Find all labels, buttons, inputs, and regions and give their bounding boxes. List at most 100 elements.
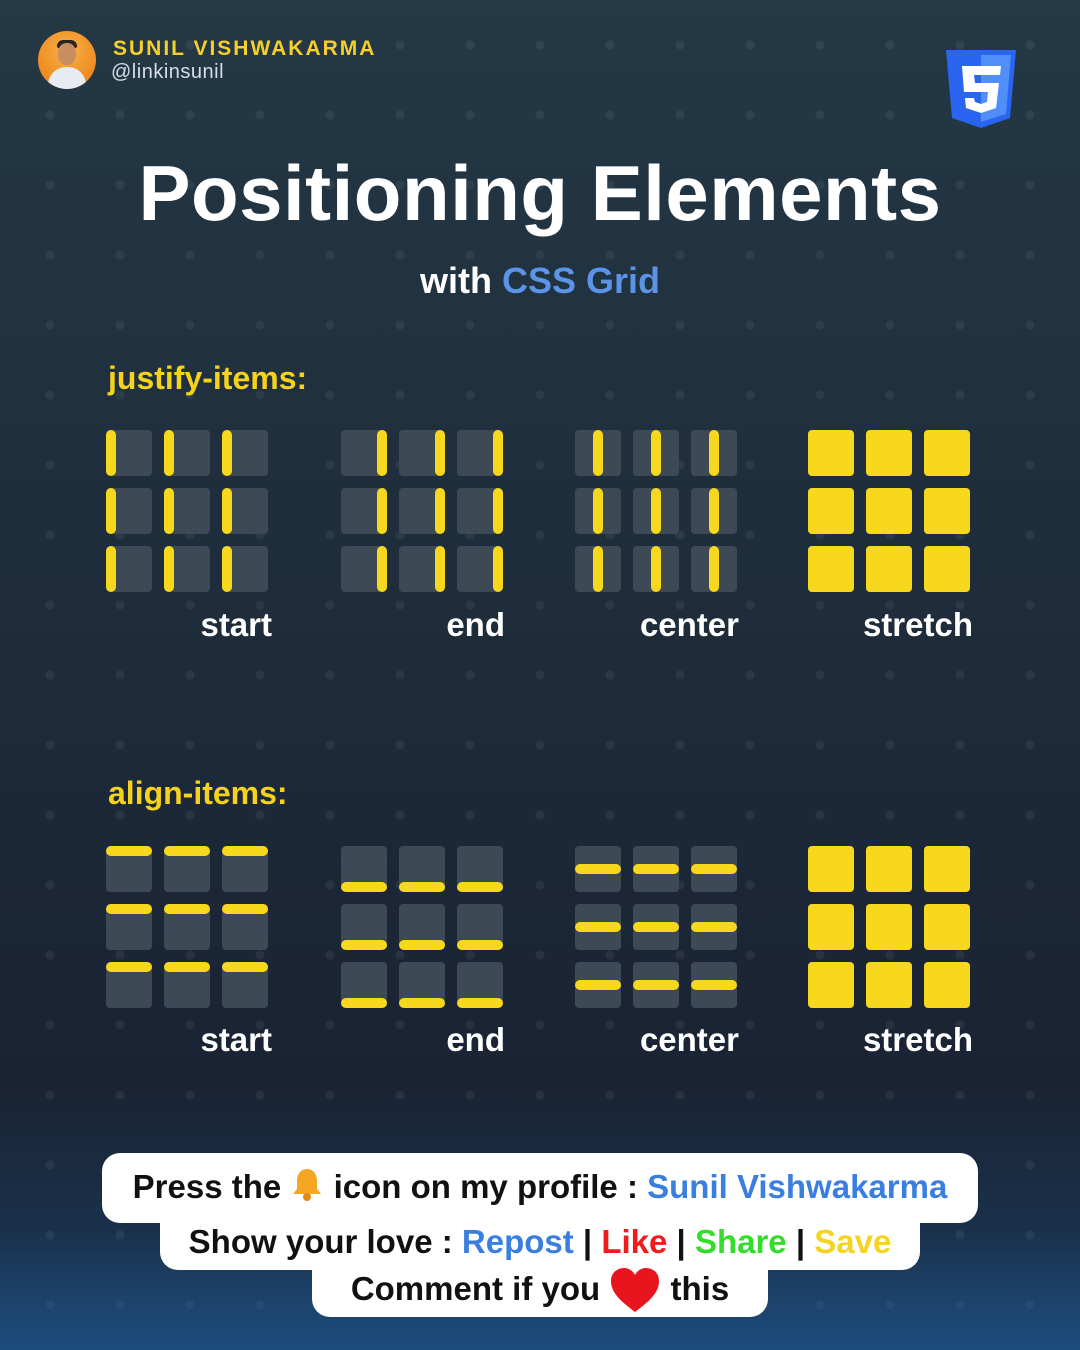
grid-item-marker — [341, 882, 387, 892]
grid-item-marker — [457, 882, 503, 892]
grid-item-marker — [164, 430, 174, 476]
grid-item-marker — [435, 546, 445, 592]
grid-item-marker — [575, 980, 621, 990]
justify-items-center-demo — [575, 430, 741, 596]
grid-cell — [866, 904, 912, 950]
grid-cell — [808, 430, 854, 476]
grid-item-marker — [341, 940, 387, 950]
callout-love-text: Show your love : — [188, 1223, 453, 1260]
subtitle-accent: CSS Grid — [501, 260, 661, 301]
subtitle-prefix: with — [419, 260, 492, 301]
grid-cell — [866, 488, 912, 534]
love-callout: Show your love : Repost | Like | Share |… — [160, 1218, 920, 1270]
grid-cell — [866, 546, 912, 592]
grid-item-marker — [377, 430, 387, 476]
justify-items-label: justify-items: — [108, 360, 308, 396]
align-items-end-demo — [341, 846, 507, 1012]
grid-item-marker — [222, 904, 268, 914]
callout-profile-name[interactable]: Sunil Vishwakarma — [647, 1168, 948, 1205]
grid-item-marker — [222, 962, 268, 972]
avatar[interactable] — [38, 31, 96, 89]
grid-cell — [924, 846, 970, 892]
page-subtitle: with CSS Grid — [0, 260, 1080, 302]
grid-item-marker — [575, 864, 621, 874]
grid-item-marker — [106, 962, 152, 972]
grid-item-marker — [709, 488, 719, 534]
justify-items-stretch-label: stretch — [862, 606, 973, 643]
author-handle[interactable]: @linkinsunil — [111, 61, 225, 83]
grid-item-marker — [493, 430, 503, 476]
grid-cell — [866, 962, 912, 1008]
repost-link[interactable]: Repost — [461, 1223, 574, 1260]
profile-callout: Press the icon on my profile : Sunil Vis… — [102, 1153, 978, 1223]
save-link[interactable]: Save — [814, 1223, 892, 1260]
like-link[interactable]: Like — [601, 1223, 668, 1260]
align-items-start-demo — [106, 846, 272, 1012]
align-items-center-label: center — [639, 1021, 739, 1058]
callout-press-text: Press the — [132, 1168, 282, 1205]
grid-item-marker — [457, 998, 503, 1008]
separator: | — [582, 1223, 593, 1260]
grid-item-marker — [164, 904, 210, 914]
grid-item-marker — [691, 922, 737, 932]
justify-items-center-label: center — [639, 606, 739, 643]
share-link[interactable]: Share — [694, 1223, 787, 1260]
grid-cell — [808, 904, 854, 950]
grid-item-marker — [709, 546, 719, 592]
grid-cell — [924, 904, 970, 950]
grid-item-marker — [106, 488, 116, 534]
grid-item-marker — [341, 998, 387, 1008]
separator: | — [676, 1223, 686, 1260]
grid-cell — [866, 430, 912, 476]
justify-items-start-label: start — [200, 606, 272, 643]
align-items-center-demo — [575, 846, 741, 1012]
grid-item-marker — [164, 962, 210, 972]
grid-item-marker — [633, 864, 679, 874]
grid-item-marker — [106, 904, 152, 914]
grid-item-marker — [633, 922, 679, 932]
grid-item-marker — [593, 488, 603, 534]
grid-cell — [866, 846, 912, 892]
justify-items-stretch-demo — [808, 430, 974, 596]
grid-item-marker — [222, 846, 268, 856]
align-items-stretch-label: stretch — [862, 1021, 973, 1058]
grid-cell — [924, 962, 970, 1008]
grid-item-marker — [377, 546, 387, 592]
grid-cell — [808, 846, 854, 892]
grid-item-marker — [222, 488, 232, 534]
grid-item-marker — [222, 546, 232, 592]
callout-this-text: this — [670, 1270, 730, 1307]
grid-cell — [924, 488, 970, 534]
author-name[interactable]: SUNIL VISHWAKARMA — [113, 37, 377, 60]
grid-cell — [808, 546, 854, 592]
bell-icon — [293, 1169, 322, 1201]
grid-item-marker — [493, 488, 503, 534]
grid-cell — [808, 488, 854, 534]
grid-item-marker — [651, 546, 661, 592]
css3-shield-icon — [946, 50, 1016, 128]
justify-items-start-demo — [106, 430, 272, 596]
grid-item-marker — [709, 430, 719, 476]
grid-item-marker — [691, 980, 737, 990]
align-items-label: align-items: — [108, 775, 288, 811]
separator: | — [795, 1223, 806, 1260]
grid-item-marker — [493, 546, 503, 592]
grid-item-marker — [651, 430, 661, 476]
grid-cell — [808, 962, 854, 1008]
grid-item-marker — [164, 488, 174, 534]
align-items-end-label: end — [446, 1021, 505, 1058]
grid-item-marker — [377, 488, 387, 534]
grid-item-marker — [106, 546, 116, 592]
page-title: Positioning Elements — [138, 149, 942, 237]
grid-item-marker — [651, 488, 661, 534]
grid-item-marker — [164, 546, 174, 592]
grid-item-marker — [435, 488, 445, 534]
grid-item-marker — [399, 882, 445, 892]
comment-callout: Comment if you this — [312, 1265, 768, 1317]
callout-comment-text: Comment if you — [350, 1270, 601, 1307]
grid-item-marker — [633, 980, 679, 990]
justify-items-end-label: end — [446, 606, 505, 643]
justify-items-end-demo — [341, 430, 507, 596]
grid-item-marker — [457, 940, 503, 950]
